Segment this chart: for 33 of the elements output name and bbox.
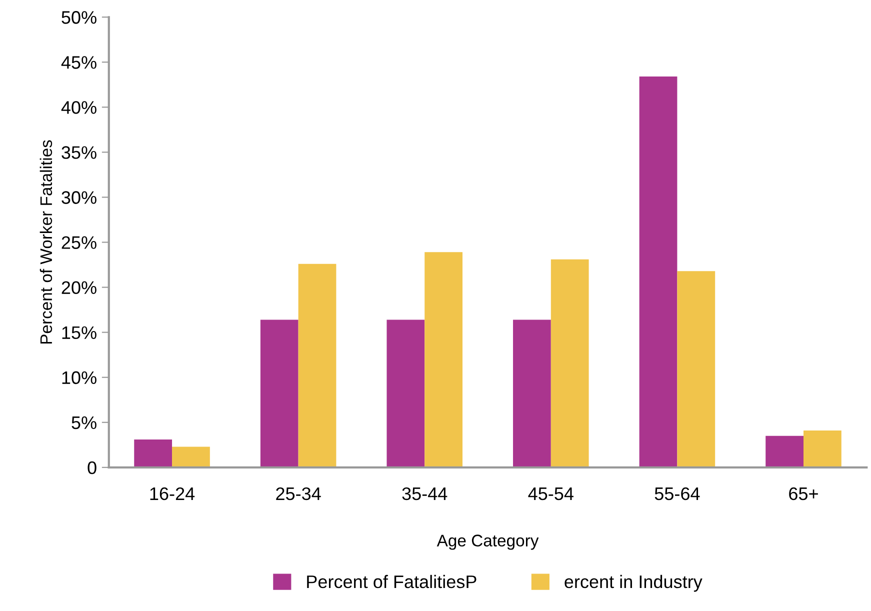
- bar: [298, 264, 336, 468]
- y-tick-label: 35%: [62, 146, 96, 159]
- bar: [260, 320, 298, 468]
- x-tick-label: 55-64: [654, 487, 700, 500]
- x-tick-label: 35-44: [402, 487, 448, 500]
- y-tick-label: 15%: [62, 326, 96, 340]
- bar: [550, 259, 589, 468]
- bar: [172, 446, 210, 468]
- y-tick-label: 10%: [62, 371, 96, 384]
- y-tick-label: 30%: [62, 191, 96, 204]
- bar: [803, 430, 842, 468]
- y-tick-label: 25%: [62, 236, 96, 249]
- x-tick-label: 25-34: [276, 487, 321, 500]
- x-tick-label: 45-54: [528, 488, 574, 500]
- bar: [766, 436, 804, 468]
- x-tick-label: 16-24: [150, 487, 195, 500]
- bar: [386, 320, 425, 468]
- y-tick-label: 5%: [72, 416, 96, 430]
- y-axis-title: Percent of Worker Fatalities: [40, 140, 52, 344]
- legend-label: ercent in Industry: [564, 574, 702, 592]
- bar: [639, 76, 678, 468]
- x-axis-title: Age Category: [436, 534, 539, 550]
- bar: [513, 320, 551, 468]
- bar: [424, 252, 462, 468]
- legend-label: Percent of FatalitiesP: [307, 574, 476, 588]
- bar: [134, 439, 172, 468]
- x-tick-label: 65+: [789, 487, 818, 500]
- y-tick-label: 50%: [62, 11, 96, 24]
- y-tick-label: 45%: [61, 56, 96, 69]
- bar: [677, 271, 716, 468]
- y-tick-label: 20%: [62, 281, 96, 294]
- y-tick-label: 0: [88, 461, 96, 474]
- y-tick-label: 40%: [61, 101, 96, 114]
